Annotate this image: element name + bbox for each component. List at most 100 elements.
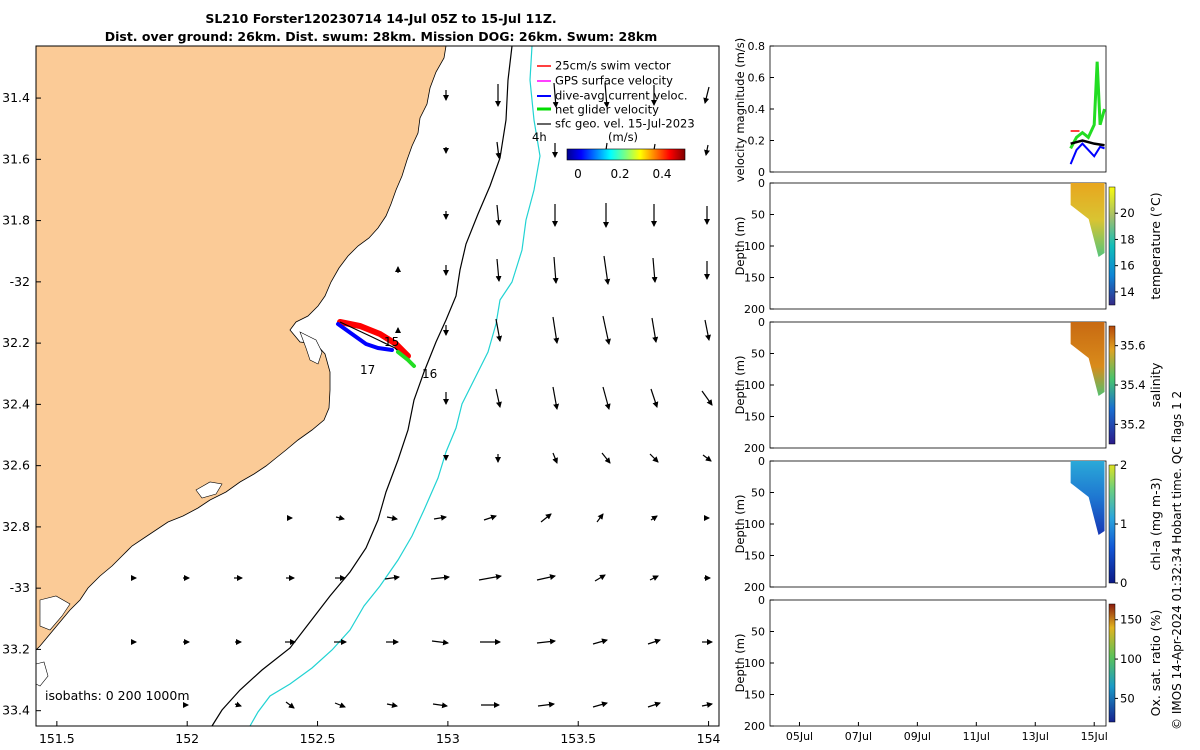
- velocity-arrow: [540, 513, 552, 523]
- time-tick-label: 15Jul: [1081, 730, 1108, 743]
- colorbar-tick-label: 14: [1120, 285, 1135, 299]
- depth-tick-label: 50: [751, 209, 765, 222]
- velocity-ylabel: velocity magnitude (m/s): [733, 38, 747, 183]
- velocity-series: [1069, 61, 1106, 165]
- section-data: [1070, 322, 1105, 396]
- colorbar-tick-label: 2: [1120, 458, 1127, 472]
- velocity-arrow: [536, 574, 556, 581]
- track-red: [337, 319, 411, 359]
- depth-tick-label: 200: [744, 442, 765, 455]
- depth-panel-temperature: 0 50 100 150 200 Depth (m) 14 16 18 20 temperature…: [733, 177, 1163, 316]
- depth-ylabel: Depth (m): [733, 356, 747, 415]
- velocity-ytick-label: 0.2: [748, 135, 766, 148]
- velocity-ytick-label: 0.8: [748, 40, 766, 53]
- depth-tick-label: 200: [744, 720, 765, 733]
- velocity-arrow: [552, 452, 558, 464]
- track-labels: 15 16 17: [360, 335, 437, 381]
- velocity-arrow: [647, 638, 661, 645]
- time-tick-label: 07Jul: [845, 730, 872, 743]
- depth-ylabel: Depth (m): [733, 217, 747, 276]
- velocity-panel: 0 0.2 0.4 0.6 0.8 velocity magnitude (m/s): [733, 38, 1107, 183]
- depth-ylabel: Depth (m): [733, 495, 747, 554]
- legend-marker-4h: 4h: [532, 130, 547, 144]
- colorbar-label-oxygen: Ox. sat. ratio (%): [1148, 610, 1163, 717]
- velocity-y-axis: 0 0.2 0.4 0.6 0.8: [748, 40, 774, 179]
- velocity-arrow: [495, 258, 502, 282]
- velocity-arrow: [552, 386, 560, 410]
- colorbar-tick-label: 35.4: [1120, 378, 1146, 392]
- velocity-arrow: [601, 452, 611, 464]
- velocity-arrow: [431, 639, 449, 646]
- velocity-arrow: [335, 514, 345, 521]
- lake-3: [39, 595, 71, 631]
- colorbar-tick-0: 0: [574, 167, 582, 181]
- legend-label-swim: 25cm/s swim vector: [555, 59, 671, 73]
- velocity-arrow: [651, 317, 659, 343]
- map-panel: 15 16 17 25cm/s swim vector GPS surface …: [2, 45, 721, 746]
- map-ytick-label: 33.4: [2, 703, 30, 718]
- velocity-arrow: [386, 702, 398, 708]
- depth-ylabel: Depth (m): [733, 634, 747, 693]
- depth-tick-label: 0: [758, 177, 765, 190]
- isobath-1000m: [249, 45, 541, 727]
- velocity-arrow: [592, 701, 608, 708]
- map-ytick-label: 32.8: [2, 519, 30, 534]
- velocity-arrow: [432, 702, 448, 709]
- time-tick-label: 11Jul: [963, 730, 990, 743]
- velocity-ytick-label: 0.6: [748, 72, 766, 85]
- depth-panel-oxygen: 0 50 100 150 200 Depth (m) 50 100 150 Ox. sat. ra…: [733, 594, 1163, 733]
- colorbar-temperature: [1108, 186, 1116, 306]
- velocity-arrow: [234, 701, 242, 708]
- depth-tick-label: 50: [751, 348, 765, 361]
- velocity-arrow: [602, 386, 611, 410]
- colorbar-label-temperature: temperature (°C): [1148, 192, 1163, 299]
- velocity-arrow: [495, 388, 502, 408]
- map-x-axis: 151.5 152 152.5 153 153.5 154: [39, 721, 721, 746]
- velocity-arrow: [594, 574, 606, 582]
- depth-tick-label: 100: [744, 379, 765, 392]
- colorbar-tick-label: 35.2: [1120, 417, 1146, 431]
- velocity-arrow: [704, 319, 711, 341]
- depth-tick-label: 0: [758, 455, 765, 468]
- map-ytick-label: 31.6: [2, 151, 30, 166]
- colorbar-oxygen: [1108, 603, 1116, 723]
- velocity-arrow: [649, 453, 659, 463]
- map-legend: 25cm/s swim vector GPS surface velocity …: [532, 59, 695, 182]
- lake-2: [195, 481, 223, 499]
- track-blue: [336, 322, 394, 352]
- depth-tick-label: 50: [751, 487, 765, 500]
- colorbar-salinity: [1108, 325, 1116, 445]
- lake-1: [299, 331, 323, 365]
- depth-tick-label: 0: [758, 316, 765, 329]
- velocity-arrow: [495, 204, 502, 226]
- depth-frame: [769, 599, 1107, 727]
- velocity-arrow: [430, 574, 450, 581]
- depth-tick-label: 50: [751, 626, 765, 639]
- depth-frame: [769, 460, 1107, 588]
- legend-label-gps: GPS surface velocity: [555, 74, 673, 88]
- velocity-arrow: [478, 573, 502, 581]
- velocity-arrow: [495, 141, 502, 159]
- depth-tick-label: 150: [744, 272, 765, 285]
- depth-panel-chla: 0 50 100 150 200 Depth (m) 0 1 2 chl-a (mg m-3): [733, 455, 1163, 594]
- track-green: [396, 350, 416, 368]
- map-ytick-label: 31.8: [2, 213, 30, 228]
- velocity-arrow: [386, 515, 398, 521]
- chart-title: SL210 Forster120230714 14-Jul 05Z to 15-…: [36, 10, 726, 46]
- velocity-arrow: [537, 701, 555, 708]
- velocity-frame: [769, 45, 1107, 173]
- colorbar-tick-2: 0.4: [652, 167, 671, 181]
- velocity-arrow: [334, 702, 346, 708]
- velocity-arrows: [131, 82, 713, 709]
- colorbar-unit: (m/s): [608, 130, 638, 144]
- track-label-15: 15: [384, 335, 399, 349]
- depth-frame: [769, 182, 1107, 310]
- depth-tick-label: 150: [744, 411, 765, 424]
- velocity-arrow: [703, 86, 710, 104]
- legend-label-net: net glider velocity: [555, 103, 659, 117]
- depth-tick-label: 200: [744, 581, 765, 594]
- colorbar-tick-label: 0: [1120, 576, 1127, 590]
- isobath-legend: isobaths: 0 200 1000m: [45, 688, 190, 703]
